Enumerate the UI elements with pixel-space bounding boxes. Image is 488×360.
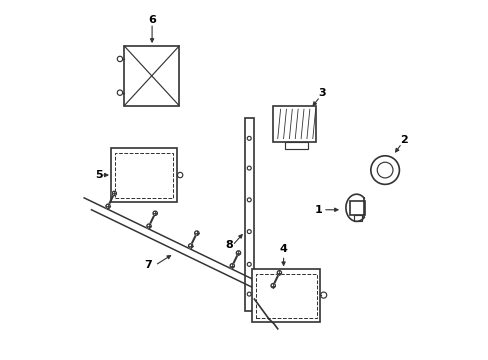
Text: 3: 3: [317, 88, 325, 98]
Text: 8: 8: [224, 240, 232, 251]
Bar: [111, 148, 177, 202]
Text: 5: 5: [95, 170, 103, 180]
Circle shape: [112, 191, 116, 195]
Text: 1: 1: [314, 205, 322, 215]
Bar: [349, 201, 365, 215]
Circle shape: [146, 224, 151, 228]
Text: 4: 4: [279, 244, 287, 254]
Circle shape: [194, 231, 199, 235]
Circle shape: [277, 271, 281, 275]
Circle shape: [153, 211, 157, 215]
Circle shape: [106, 204, 110, 208]
Bar: [124, 46, 179, 105]
Circle shape: [236, 251, 240, 255]
Text: 6: 6: [148, 15, 156, 24]
Bar: [272, 105, 315, 142]
Bar: [252, 269, 320, 322]
Bar: [255, 274, 316, 318]
Bar: [285, 142, 307, 149]
Circle shape: [188, 244, 192, 248]
Text: 7: 7: [144, 260, 152, 270]
Circle shape: [270, 284, 275, 288]
Circle shape: [230, 264, 234, 268]
Text: 2: 2: [399, 135, 407, 145]
Bar: [115, 153, 173, 198]
Bar: [244, 118, 254, 311]
Bar: [353, 215, 361, 221]
